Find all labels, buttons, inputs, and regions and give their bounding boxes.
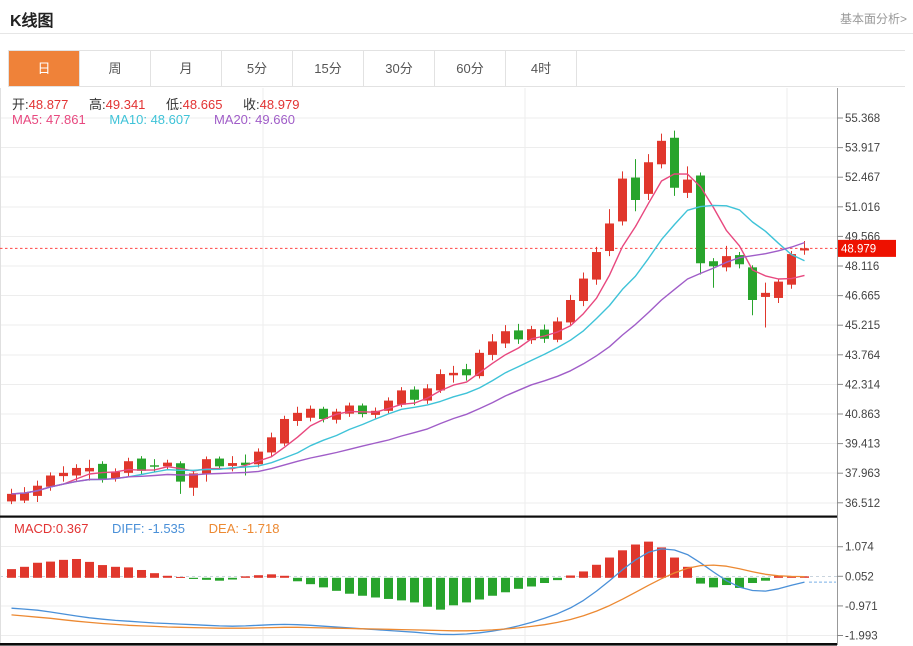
price-axis-label: 42.314 bbox=[845, 379, 881, 391]
high-label: 高: bbox=[89, 97, 106, 112]
price-axis-label: 45.215 bbox=[845, 320, 880, 332]
dea-value: DEA: -1.718 bbox=[208, 521, 280, 536]
tab-30min[interactable]: 30分 bbox=[364, 51, 435, 86]
panel-separator bbox=[0, 515, 837, 518]
tab-month[interactable]: 月 bbox=[151, 51, 222, 86]
low-label: 低: bbox=[166, 97, 183, 112]
open-label: 开: bbox=[12, 97, 29, 112]
close-value: 48.979 bbox=[259, 97, 300, 112]
macd-axis-label: 1.074 bbox=[845, 542, 874, 554]
high-value: 49.341 bbox=[105, 97, 146, 112]
diff-line bbox=[11, 548, 805, 636]
tab-week[interactable]: 周 bbox=[80, 51, 151, 86]
price-axis-label: 48.116 bbox=[845, 261, 879, 273]
price-axis-label: 52.467 bbox=[845, 172, 880, 184]
price-axis-label: 43.764 bbox=[845, 350, 881, 362]
diff-value: DIFF: -1.535 bbox=[112, 521, 186, 536]
chart-plot-area[interactable] bbox=[0, 88, 837, 643]
price-axis-label: 53.917 bbox=[845, 143, 880, 155]
ma20-label: MA20: bbox=[213, 112, 252, 127]
price-axis-label: 55.368 bbox=[845, 113, 880, 125]
last-price-badge-text: 48.979 bbox=[841, 243, 876, 255]
macd-value: MACD:0.367 bbox=[14, 521, 89, 536]
open-value: 48.877 bbox=[28, 97, 69, 112]
macd-histogram bbox=[7, 541, 809, 610]
close-label: 收: bbox=[243, 97, 260, 112]
tab-4hour[interactable]: 4时 bbox=[506, 51, 577, 86]
ma20-value: 49.660 bbox=[255, 112, 295, 127]
ma-readout: MA5: 47.861 MA10: 48.607 MA20: 49.660 bbox=[12, 112, 315, 127]
tab-15min[interactable]: 15分 bbox=[293, 51, 364, 86]
ma10-line bbox=[11, 204, 805, 495]
header-divider bbox=[0, 33, 913, 34]
macd-readout: MACD:0.367 DIFF: -1.535 DEA: -1.718 bbox=[14, 521, 299, 536]
ma5-value: 47.861 bbox=[45, 112, 86, 127]
price-axis-label: 37.963 bbox=[845, 468, 880, 480]
macd-axis-label: 0.052 bbox=[845, 571, 874, 583]
price-axis-label: 39.413 bbox=[845, 439, 880, 451]
bottom-border bbox=[0, 643, 837, 646]
price-axis: 55.36853.91752.46751.01649.56648.11646.6… bbox=[837, 88, 881, 645]
ma5-line bbox=[11, 173, 805, 495]
tab-60min[interactable]: 60分 bbox=[435, 51, 506, 86]
ma10-label: MA10: bbox=[109, 112, 147, 127]
price-axis-label: 46.665 bbox=[845, 291, 880, 303]
price-axis-label: 51.016 bbox=[845, 202, 880, 214]
ma10-value: 48.607 bbox=[150, 112, 191, 127]
page-title: K线图 bbox=[10, 13, 54, 30]
period-tabbar: 日周月 5分 15分 30分 60分 4时 bbox=[8, 50, 905, 87]
dea-line bbox=[11, 564, 805, 632]
fundamental-analysis-link[interactable]: 基本面分析> bbox=[839, 12, 907, 26]
last-price-badge: 48.979 bbox=[838, 239, 896, 257]
price-axis-label: 36.512 bbox=[845, 498, 880, 510]
macd-axis-label: -1.993 bbox=[845, 631, 878, 643]
macd-axis-label: -0.971 bbox=[845, 601, 878, 613]
tab-day[interactable]: 日 bbox=[9, 51, 80, 86]
price-axis-label: 40.863 bbox=[845, 409, 880, 421]
tab-5min[interactable]: 5分 bbox=[222, 51, 293, 86]
ohlc-readout: 开:48.877 高:49.341 低:48.665 收:48.979 bbox=[12, 94, 316, 113]
low-value: 48.665 bbox=[182, 97, 223, 112]
ma20-line bbox=[11, 241, 805, 495]
ma5-label: MA5: bbox=[12, 112, 43, 127]
